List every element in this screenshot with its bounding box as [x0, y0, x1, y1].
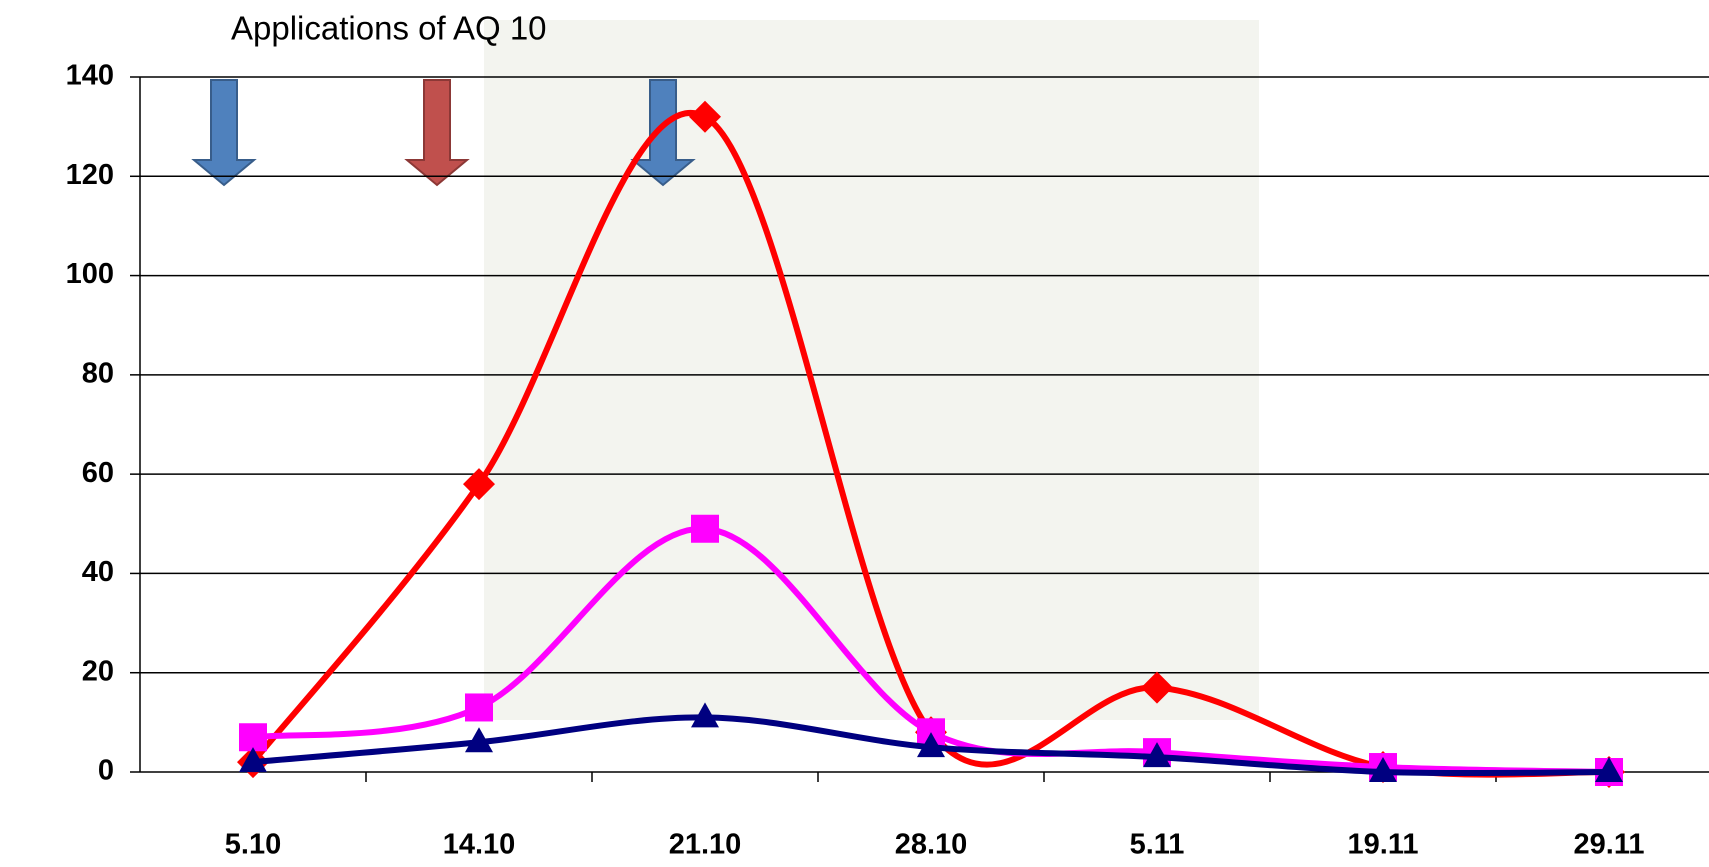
page: Applications of AQ 10 0 20 40 60 80 100 120 140… [0, 0, 1709, 867]
annotation: Applications of AQ 10 [231, 10, 547, 47]
x-tick-label: 29.11 [1574, 829, 1645, 861]
y-tick-label: 0 [98, 755, 114, 787]
x-tick-label: 5.10 [225, 829, 281, 861]
y-tick-label: 80 [82, 358, 114, 390]
y-tick-label: 20 [82, 655, 114, 687]
y-tick-label: 100 [66, 258, 114, 290]
x-tick-label: 21.10 [669, 829, 742, 861]
arrow-blue [194, 80, 254, 185]
x-tick-label: 28.10 [895, 829, 968, 861]
x-tick-label: 19.11 [1348, 829, 1419, 861]
y-tick-label: 60 [82, 457, 114, 489]
marker [239, 723, 267, 751]
y-tick-label: 140 [66, 60, 114, 92]
arrow-red [407, 80, 467, 185]
chart: Applications of AQ 10 0 20 40 60 80 100 120 140… [0, 0, 1709, 867]
marker [465, 693, 493, 721]
marker [691, 515, 719, 543]
x-tick-label: 5.11 [1130, 829, 1185, 861]
y-tick-label: 40 [82, 556, 114, 588]
y-tick-label: 120 [66, 159, 114, 191]
x-tick-label: 14.10 [443, 829, 516, 861]
background-photo [484, 20, 1259, 720]
